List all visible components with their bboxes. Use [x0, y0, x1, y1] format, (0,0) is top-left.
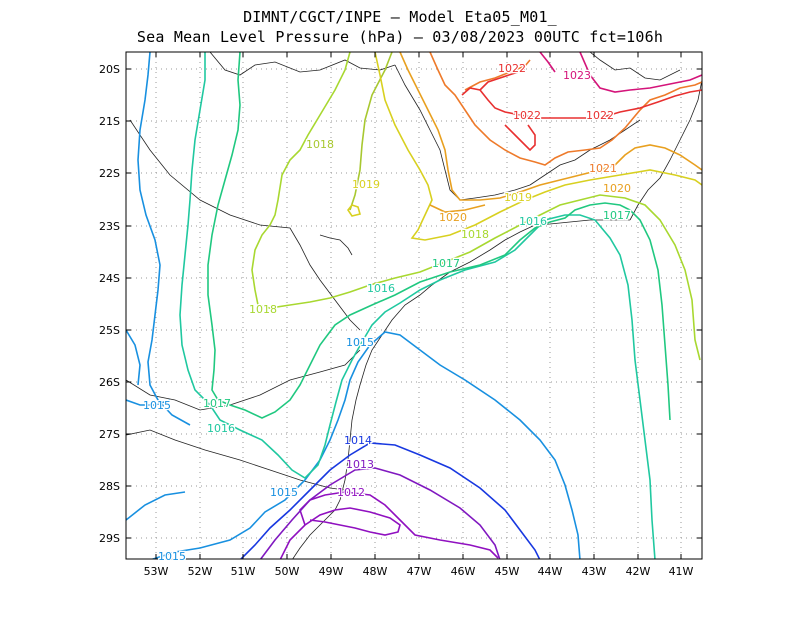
lon-tick-label: 44W	[538, 565, 563, 578]
isobar-1015	[126, 399, 171, 406]
state-border	[129, 119, 361, 331]
state-border	[589, 52, 681, 81]
isobar-label: 1016	[207, 422, 235, 435]
isobar-label: 1015	[158, 550, 186, 563]
isobar-1018	[251, 52, 701, 361]
isobar-1022	[461, 87, 702, 119]
isobar-1013	[259, 467, 501, 559]
state-border	[529, 119, 641, 186]
isobar-label: 1022	[513, 109, 541, 122]
isobar-label: 1014	[344, 434, 372, 447]
axis-ticks: 20S 21S 22S 23S 24S 25S 26S 27S 28S 29S 53W 52W 51W 5…	[99, 52, 702, 578]
lon-tick-label: 50W	[275, 565, 300, 578]
grid-lines	[126, 52, 702, 559]
lat-tick-label: 25S	[99, 324, 120, 337]
isobar-label: 1019	[352, 178, 380, 191]
title-line-2: Sea Mean Level Pressure (hPa) – 03/08/20…	[136, 28, 664, 46]
isobar-label: 1017	[432, 257, 460, 270]
lon-tick-label: 47W	[407, 565, 432, 578]
isobar-label: 1012	[337, 486, 365, 499]
isobar-1015	[137, 52, 191, 426]
lon-tick-label: 43W	[582, 565, 607, 578]
isobar-1022	[504, 124, 536, 152]
lon-tick-label: 52W	[188, 565, 213, 578]
lat-tick-label: 24S	[99, 272, 120, 285]
lat-tick-label: 26S	[99, 376, 120, 389]
isobar-label: 1022	[498, 62, 526, 75]
isobar-label: 1017	[603, 209, 631, 222]
isobar-1020	[399, 52, 702, 201]
isobar-1015	[150, 331, 581, 559]
isobar-label: 1020	[603, 182, 631, 195]
isobar-1022	[479, 69, 526, 91]
isobar-label: 1015	[270, 486, 298, 499]
isobar-1012	[279, 507, 401, 559]
lon-tick-label: 53W	[144, 565, 169, 578]
isobar-label: 1022	[586, 109, 614, 122]
lat-tick-label: 22S	[99, 167, 120, 180]
isobar-label: 1018	[461, 228, 489, 241]
isobar-1014	[239, 442, 541, 559]
lon-tick-label: 46W	[451, 565, 476, 578]
isobar-1023	[579, 52, 702, 93]
isobar-label: 1015	[143, 399, 171, 412]
lat-tick-label: 23S	[99, 220, 120, 233]
isobar-1023	[539, 52, 556, 73]
isobar-label: 1019	[504, 191, 532, 204]
lon-tick-label: 48W	[363, 565, 388, 578]
isobar-label: 1016	[519, 215, 547, 228]
isobar-1021	[464, 59, 531, 91]
isobar-label: 1018	[306, 138, 334, 151]
isobars	[126, 52, 702, 559]
isobar-1018	[349, 52, 393, 211]
isobar-1016	[179, 52, 656, 559]
isobar-1015	[126, 329, 141, 386]
lat-tick-label: 20S	[99, 63, 120, 76]
isobar-1020	[429, 204, 486, 213]
contour-labels: 1022 1023 1022 1022 1021 1020 1018 1019 1019 1020…	[142, 61, 633, 565]
isobar-label: 1013	[346, 458, 374, 471]
title-line-1: DIMNT/CGCT/INPE – Model Eta05_M01_	[243, 8, 557, 26]
lon-tick-label: 41W	[669, 565, 694, 578]
lon-tick-label: 49W	[319, 565, 344, 578]
lat-tick-label: 29S	[99, 532, 120, 545]
lat-tick-label: 28S	[99, 480, 120, 493]
reservoir	[319, 234, 353, 256]
isobar-label: 1018	[249, 303, 277, 316]
lat-tick-label: 27S	[99, 428, 120, 441]
coastline	[292, 219, 630, 559]
isobar-label: 1020	[439, 211, 467, 224]
state-border	[126, 349, 361, 411]
isobar-1019-ring	[347, 204, 361, 217]
lat-tick-label: 21S	[99, 115, 120, 128]
isobar-label: 1017	[203, 397, 231, 410]
isobar-label: 1023	[563, 69, 591, 82]
isobar-1015	[126, 491, 186, 521]
lon-tick-label: 45W	[495, 565, 520, 578]
state-border	[126, 429, 346, 491]
isobar-1017	[207, 52, 671, 421]
coastline-and-borders	[126, 52, 702, 559]
isobar-label: 1015	[346, 336, 374, 349]
lon-tick-label: 42W	[626, 565, 651, 578]
isobar-1019	[374, 52, 702, 241]
isobar-label: 1016	[367, 282, 395, 295]
isobar-1012	[344, 491, 499, 559]
coastline-north	[629, 79, 702, 221]
plot-frame	[125, 51, 703, 560]
lon-tick-label: 51W	[231, 565, 256, 578]
state-border	[209, 52, 396, 76]
state-border	[394, 64, 531, 201]
isobar-1021	[429, 52, 702, 166]
isobar-label: 1021	[589, 162, 617, 175]
